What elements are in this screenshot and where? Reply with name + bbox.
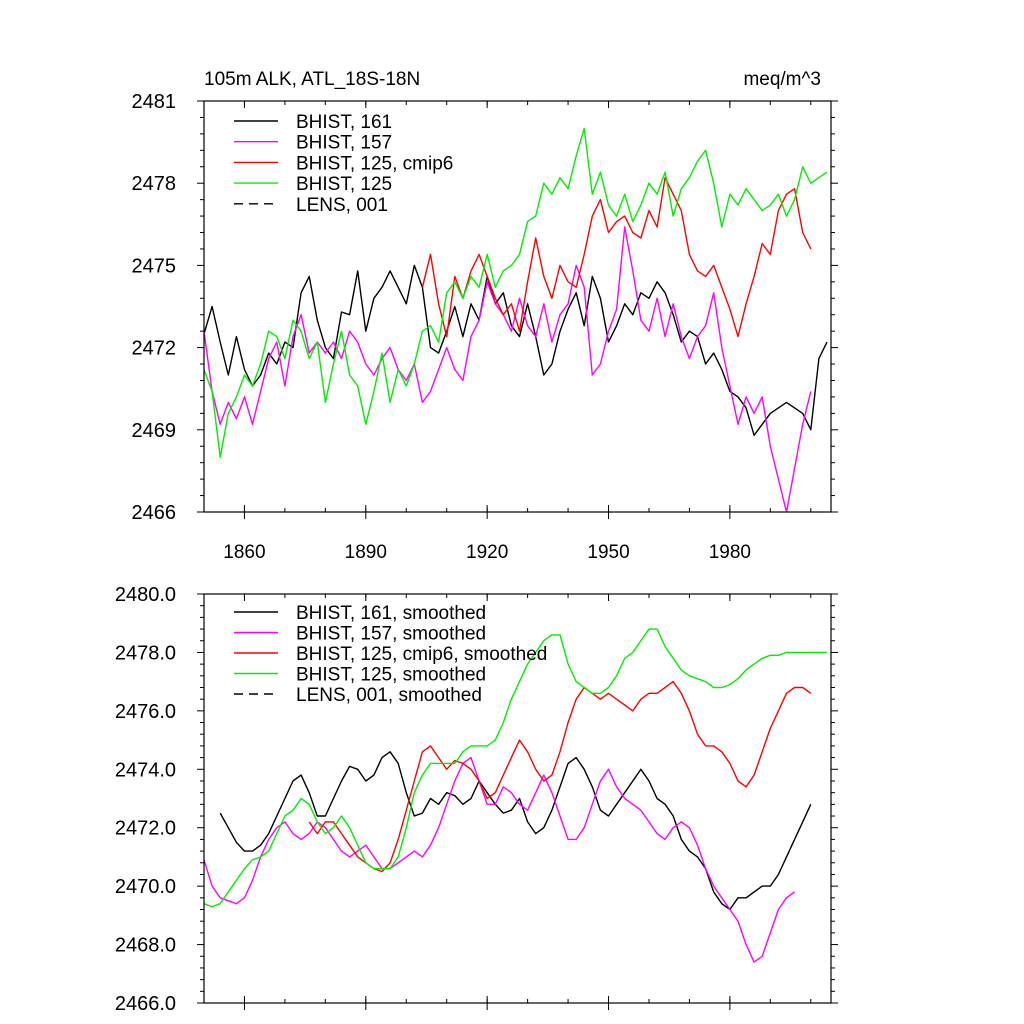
plot-frame <box>203 593 832 1004</box>
bottom-panel: 2466.0 2468.0 2470.0 2472.0 2474.0 2476.0 2478… <box>115 584 838 1015</box>
y-tick-label: 2472 <box>132 338 177 360</box>
y-tick-label: 2476.0 <box>115 701 176 723</box>
legend-label-3: BHIST, 125 <box>296 174 392 195</box>
y-tick-label: 2469 <box>132 420 177 442</box>
series-line-3 <box>204 127 828 458</box>
y-tick-label: 2478 <box>132 173 177 195</box>
legend-label-3: BHIST, 125, smoothed <box>296 665 486 686</box>
y-tick-label: 2466.0 <box>115 993 176 1015</box>
legend-label-1: BHIST, 157, smoothed <box>296 624 486 645</box>
series-group <box>204 127 828 512</box>
legend-label-4: LENS, 001 <box>296 195 388 216</box>
x-tick-label: 1890 <box>345 542 387 563</box>
y-tick-label: 2474.0 <box>115 759 176 781</box>
x-tick-label: 1920 <box>466 542 508 563</box>
x-tick-label: 1980 <box>709 542 751 563</box>
series-line-0 <box>219 751 812 911</box>
legend-label-0: BHIST, 161, smoothed <box>296 603 486 624</box>
y-tick-label: 2480.0 <box>115 584 176 606</box>
plot-frame <box>203 100 832 513</box>
top-panel: 1860 1890 1920 1950 1980 2466 2469 2472 2475 2478… <box>132 69 838 563</box>
legend-label-1: BHIST, 157 <box>296 133 392 154</box>
y-tick-label: 2468.0 <box>115 935 176 957</box>
y-tick-label: 2475 <box>132 255 177 277</box>
y-tick-label: 2478.0 <box>115 642 176 664</box>
y-tick-label: 2470.0 <box>115 876 176 898</box>
y-tick-label: 2466 <box>132 502 177 524</box>
x-tick-label: 1860 <box>223 542 265 563</box>
legend-label-2: BHIST, 125, cmip6 <box>296 153 453 174</box>
x-tick-label: 1950 <box>587 542 629 563</box>
chart-title: 105m ALK, ATL_18S-18N <box>204 69 420 90</box>
series-line-2 <box>421 176 812 338</box>
legend-label-4: LENS, 001, smoothed <box>296 685 482 706</box>
series-line-3 <box>204 628 827 908</box>
legend-label-0: BHIST, 161 <box>296 112 392 133</box>
series-line-0 <box>204 264 828 436</box>
legend-label-2: BHIST, 125, cmip6, smoothed <box>296 644 547 665</box>
y-tick-label: 2481 <box>132 91 177 113</box>
series-line-1 <box>204 226 812 512</box>
units-label: meq/m^3 <box>743 69 821 90</box>
y-tick-label: 2472.0 <box>115 818 176 840</box>
series-line-1 <box>204 756 796 963</box>
series-line-2 <box>308 680 812 873</box>
series-group <box>204 628 827 963</box>
